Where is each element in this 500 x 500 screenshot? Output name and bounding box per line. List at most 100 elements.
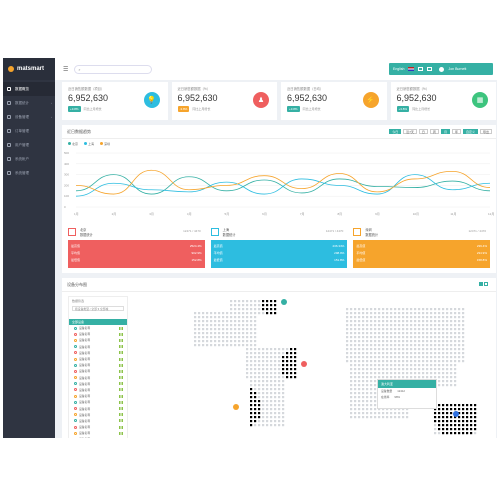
user-name[interactable]: Jon Burnett <box>448 67 467 71</box>
sidebar-item[interactable]: 订单管理 <box>3 124 55 138</box>
list-item[interactable]: 设备名称 <box>69 362 127 368</box>
legend-item[interactable]: 深圳 <box>100 142 110 146</box>
chart-filter-button[interactable]: 导出 <box>479 129 492 134</box>
list-item[interactable]: 设备名称 <box>69 325 127 331</box>
list-item[interactable]: 设备名称 <box>69 418 127 424</box>
list-item[interactable]: 设备名称 <box>69 350 127 356</box>
avatar[interactable] <box>439 66 445 72</box>
city-card-sub: 数据统计 <box>222 233 236 237</box>
sidebar-item[interactable]: 系统帐户 <box>3 152 55 166</box>
chart-filter-button[interactable]: 周 <box>429 129 439 134</box>
sidebar-item[interactable]: 设备管理 › <box>3 110 55 124</box>
series-line[interactable] <box>75 174 491 197</box>
map-dot <box>346 308 349 311</box>
map-dot <box>278 396 281 399</box>
map-dot <box>202 340 205 343</box>
world-map[interactable] <box>134 292 489 438</box>
map-view-map-button[interactable] <box>479 282 483 286</box>
flag-icon[interactable] <box>408 67 415 71</box>
map-dot <box>270 416 273 419</box>
chevron-right-icon: › <box>51 115 52 119</box>
sidebar-item[interactable]: 数据统计 › <box>3 96 55 110</box>
list-item[interactable]: 设备名称 <box>69 412 127 418</box>
list-item[interactable]: 设备名称 <box>69 405 127 411</box>
list-item[interactable]: 设备名称 <box>69 368 127 374</box>
menu-toggle-icon[interactable]: ☰ <box>63 66 69 73</box>
list-item[interactable]: 设备名称 <box>69 331 127 337</box>
device-filter-select[interactable]: 按设备类型 / 全部 ▾ 全部城 <box>72 306 124 311</box>
map-dot <box>294 372 297 375</box>
city-cards: 北京 数据统计 12471 / 4470 最高值 2524.4% 平均值 902.9% 最低值… <box>62 224 496 273</box>
map-view-list-button[interactable] <box>484 282 488 286</box>
fullscreen-icon[interactable] <box>427 67 433 71</box>
map-dot <box>378 408 381 411</box>
legend-item[interactable]: 北京 <box>68 142 78 146</box>
signal-icon <box>119 351 123 355</box>
x-tick-label: 3月 <box>149 212 154 216</box>
sidebar: matsmart 数据概览 数据统计 › 设备管理 › 订单管理 用户管理 系统帐户 系统管理 <box>3 58 55 438</box>
map-marker-icon[interactable] <box>233 404 239 410</box>
map-dot <box>454 352 457 355</box>
chart-filter-button[interactable]: 自定义 <box>462 129 478 134</box>
list-item[interactable]: 设备名称 <box>69 344 127 350</box>
chart-filter-button[interactable]: 今日 <box>389 129 402 134</box>
map-dot <box>366 392 369 395</box>
map-dot <box>266 304 269 307</box>
chart-filter-button[interactable]: 日 <box>418 129 428 134</box>
map-dot <box>206 332 209 335</box>
city-card-row-value: 236.34% <box>332 243 345 248</box>
map-marker-icon[interactable] <box>453 411 459 417</box>
list-item[interactable]: 设备名称 <box>69 337 127 343</box>
sidebar-item-label: 数据统计 <box>15 100 29 105</box>
sidebar-item[interactable]: 系统管理 <box>3 166 55 180</box>
device-list: 数据筛选 按设备类型 / 全部 ▾ 全部城 全部设备 设备名称 设备名称 设备名称设… <box>68 296 128 438</box>
chart-filter-button[interactable]: 月 <box>440 129 450 134</box>
list-item[interactable]: 设备名称 <box>69 436 127 438</box>
list-item[interactable]: 设备名称 <box>69 399 127 405</box>
x-tick-label: 7月 <box>300 212 305 216</box>
language-select[interactable]: English <box>393 67 405 71</box>
notification-icon[interactable] <box>418 67 424 71</box>
logo[interactable]: matsmart <box>3 58 55 80</box>
series-line[interactable] <box>75 174 491 195</box>
list-item[interactable]: 设备名称 <box>69 387 127 393</box>
map-dot <box>250 300 253 303</box>
list-item[interactable]: 设备名称 <box>69 430 127 436</box>
map-dot <box>446 320 449 323</box>
map-dot <box>442 408 445 411</box>
list-item[interactable]: 设备名称 <box>69 375 127 381</box>
city-card-row-value: 239.4% <box>476 243 488 248</box>
list-item[interactable]: 设备名称 <box>69 381 127 387</box>
list-item[interactable]: 设备名称 <box>69 356 127 362</box>
sidebar-item[interactable]: 用户管理 <box>3 138 55 152</box>
nav-icon <box>7 115 11 119</box>
map-dot <box>454 432 457 435</box>
chart-filter-button[interactable]: 近7天 <box>403 129 417 134</box>
legend-item[interactable]: 上海 <box>84 142 94 146</box>
map-dot <box>390 416 393 419</box>
map-dot <box>222 344 225 347</box>
sidebar-item[interactable]: 数据概览 <box>3 82 55 96</box>
map-dot <box>414 364 417 367</box>
map-dot <box>226 320 229 323</box>
search-input[interactable]: ⌕ <box>74 64 153 74</box>
chart-filter-button[interactable]: 年 <box>451 129 461 134</box>
map-marker-icon[interactable] <box>301 361 307 367</box>
map-dot <box>370 340 373 343</box>
map-dot <box>378 356 381 359</box>
map-dot <box>442 356 445 359</box>
city-card-row: 最高值 236.34% <box>214 242 345 249</box>
device-group[interactable]: 全部设备 <box>69 319 127 325</box>
map-dot <box>374 308 377 311</box>
map-dot <box>438 360 441 363</box>
map-dot <box>250 412 253 415</box>
nav-icon <box>7 171 11 175</box>
map-dot <box>414 336 417 339</box>
list-item[interactable]: 设备名称 <box>69 393 127 399</box>
map-marker-icon[interactable] <box>281 299 287 305</box>
list-item[interactable]: 设备名称 <box>69 424 127 430</box>
map-dot <box>358 384 361 387</box>
series-line[interactable] <box>75 169 491 195</box>
map-dot <box>254 332 257 335</box>
device-icon <box>74 394 77 398</box>
